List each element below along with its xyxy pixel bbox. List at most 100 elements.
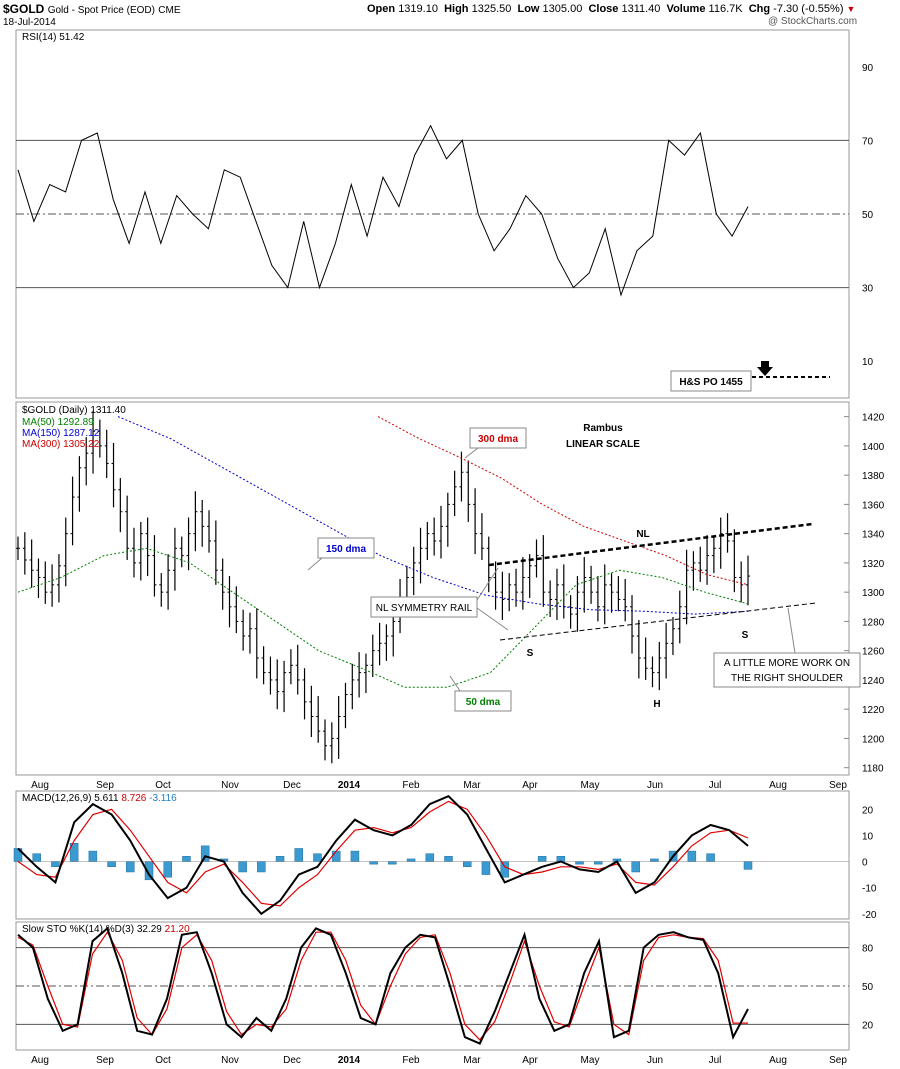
- macd-hist-bar: [313, 853, 322, 862]
- macd-hist-bar: [462, 861, 472, 868]
- price-ytick-4: 1340: [862, 530, 885, 541]
- annotation-300dma: 300 dma: [464, 427, 527, 459]
- macd-ytick-0: 20: [862, 805, 874, 816]
- rsi-ytick-0: 90: [862, 63, 874, 74]
- sto-xtick-12: Aug: [769, 1055, 787, 1066]
- symbol: $GOLD: [3, 2, 45, 16]
- chg-value: -7.30 (-0.55%): [773, 3, 844, 15]
- down-triangle-icon: ▼: [846, 4, 856, 14]
- neckline-top: [488, 522, 813, 567]
- open-label: Open: [367, 3, 396, 15]
- hs-po-label: H&S PO 1455: [679, 377, 743, 388]
- low-value: 1305.00: [542, 3, 583, 15]
- sto-xtick-4: Dec: [283, 1055, 301, 1066]
- open-value: 1319.10: [398, 3, 438, 15]
- macd-ytick-4: -20: [862, 910, 877, 921]
- macd-hist-bar: [369, 861, 378, 865]
- price-ytick-8: 1260: [862, 647, 885, 658]
- ma150-legend: MA(150) 1287.12: [22, 428, 100, 439]
- label-nl-symmetry-rail: NL SYMMETRY RAIL: [376, 603, 473, 614]
- rsi-legend: RSI(14) 51.42: [22, 32, 85, 43]
- macd-hist-bar: [182, 856, 191, 862]
- macd-hist-bar: [500, 861, 509, 878]
- price-xtick-3: Nov: [221, 780, 239, 791]
- rsi-ytick-2: 50: [862, 210, 874, 221]
- stochastic-layer: 80 50 20 Aug Sep Oct Nov Dec 2014 Feb Mar Apr May Jun…: [16, 926, 874, 1066]
- macd-signal-line: [17, 800, 749, 907]
- chg-label: Chg: [748, 3, 771, 15]
- macd-hist-bar: [88, 850, 98, 862]
- price-xtick-5: 2014: [338, 780, 361, 791]
- note-line-1: A LITTLE MORE WORK ON: [724, 658, 850, 669]
- price-xtick-11: Jul: [709, 780, 722, 791]
- sto-xtick-1: Sep: [96, 1055, 114, 1066]
- linear-scale-subtitle: LINEAR SCALE: [566, 439, 640, 450]
- macd-hist-bar: [163, 861, 172, 878]
- macd-legend-value: MACD(12,26,9) 5.611: [22, 793, 119, 804]
- sto-k-line: [17, 926, 749, 1045]
- macd-hist-bar: [32, 853, 41, 862]
- high-value: 1325.50: [471, 3, 512, 15]
- high-label: High: [444, 3, 469, 15]
- sto-xtick-10: Jun: [647, 1055, 663, 1066]
- label-300dma: 300 dma: [478, 434, 518, 445]
- price-xtick-13: Sep: [829, 780, 847, 791]
- price-ytick-11: 1200: [862, 734, 885, 745]
- sto-d-legend: 21.20: [165, 924, 190, 935]
- symbol-title: $GOLD Gold - Spot Price (EOD) CME: [3, 2, 181, 16]
- sto-xtick-8: Apr: [522, 1055, 538, 1066]
- watermark: @ StockCharts.com: [768, 16, 858, 27]
- close-value: 1311.40: [621, 3, 661, 15]
- price-xtick-0: Aug: [31, 780, 49, 791]
- price-xtick-6: Feb: [402, 780, 420, 791]
- volume-label: Volume: [666, 3, 706, 15]
- price-ytick-1: 1400: [862, 442, 885, 453]
- close-label: Close: [588, 3, 619, 15]
- sto-ytick-2: 20: [862, 1020, 874, 1031]
- macd-ytick-2: 0: [862, 858, 868, 869]
- macd-hist-bar: [425, 853, 435, 862]
- macd-hist-bar: [575, 861, 584, 865]
- sto-xtick-13: Sep: [829, 1055, 847, 1066]
- macd-hist-bar: [444, 856, 453, 862]
- rsi-ytick-4: 10: [862, 357, 874, 368]
- label-150dma: 150 dma: [326, 544, 366, 555]
- ohlc-summary: Open 1319.10 High 1325.50 Low 1305.00 Cl…: [367, 3, 855, 15]
- annotation-50dma: 50 dma: [449, 675, 512, 712]
- sto-k-legend: Slow STO %K(14) %D(3) 32.29: [22, 924, 162, 935]
- macd-hist-bar: [107, 861, 116, 868]
- macd-hist-bar: [537, 856, 547, 862]
- price-xtick-4: Dec: [283, 780, 301, 791]
- sto-xtick-2: Oct: [155, 1055, 171, 1066]
- price-ytick-0: 1420: [862, 413, 885, 424]
- price-ytick-5: 1320: [862, 559, 885, 570]
- rsi-ytick-1: 70: [862, 136, 874, 147]
- sto-xtick-0: Aug: [31, 1055, 49, 1066]
- rambus-title: Rambus: [583, 423, 623, 434]
- sto-xtick-11: Jul: [709, 1055, 722, 1066]
- macd-hist-bar: [706, 853, 715, 862]
- price-xtick-7: Mar: [463, 780, 481, 791]
- macd-hist-bar: [294, 848, 304, 862]
- ma300-legend: MA(300) 1305.22: [22, 439, 100, 450]
- price-layer: 1420 1400 1380 1360 1340 1320 1300 1280 1260 1240…: [16, 410, 885, 791]
- rsi-layer: 90 70 50 30 10: [16, 63, 874, 368]
- label-50dma: 50 dma: [466, 697, 501, 708]
- macd-layer: 20 10 0 -10 -20: [13, 795, 877, 921]
- price-ytick-6: 1300: [862, 588, 885, 599]
- label-head: H: [653, 699, 660, 710]
- price-xtick-9: May: [581, 780, 600, 791]
- ma-line-2: [377, 416, 749, 586]
- price-ytick-3: 1360: [862, 500, 885, 511]
- macd-hist-bar: [350, 850, 360, 862]
- annotation-150dma: 150 dma: [307, 537, 375, 571]
- neckline-bottom: [499, 602, 817, 641]
- sto-ytick-1: 50: [862, 982, 874, 993]
- price-xtick-10: Jun: [647, 780, 663, 791]
- label-left-shoulder: S: [527, 648, 534, 659]
- sto-xtick-3: Nov: [221, 1055, 239, 1066]
- rsi-line: [17, 124, 749, 297]
- macd-signal-legend: 8.726: [121, 793, 146, 804]
- macd-hist-legend: -3.116: [149, 793, 177, 804]
- price-ytick-2: 1380: [862, 471, 885, 482]
